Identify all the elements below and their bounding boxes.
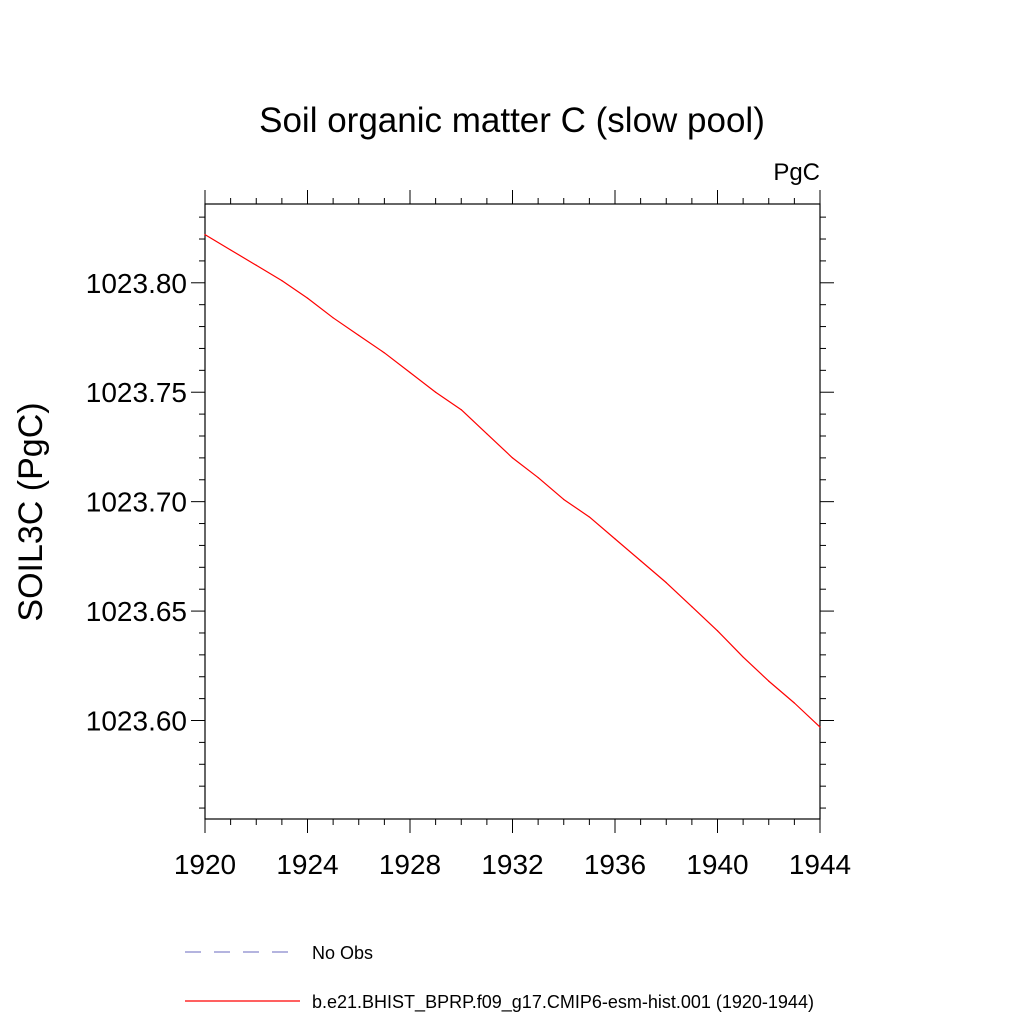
units-label: PgC bbox=[773, 159, 820, 186]
x-tick-label: 1920 bbox=[174, 849, 236, 880]
data-point bbox=[640, 560, 642, 562]
y-tick-label: 1023.70 bbox=[86, 487, 187, 518]
series-group bbox=[204, 234, 821, 728]
data-point bbox=[742, 656, 744, 658]
data-point bbox=[768, 680, 770, 682]
series-line-0 bbox=[204, 234, 821, 728]
data-point bbox=[281, 280, 283, 282]
y-tick-label: 1023.80 bbox=[86, 268, 187, 299]
data-point bbox=[358, 334, 360, 336]
data-point bbox=[511, 457, 514, 459]
data-point bbox=[665, 582, 667, 584]
x-tick-labels: 1920 1924 1928 1932 1936 1940 1944 bbox=[174, 849, 851, 880]
chart-title: Soil organic matter C (slow pool) bbox=[259, 101, 765, 140]
data-point bbox=[204, 234, 206, 236]
legend-label-no-obs: No Obs bbox=[312, 943, 373, 963]
data-point bbox=[332, 317, 334, 319]
data-point bbox=[819, 726, 821, 728]
plot-frame bbox=[204, 203, 821, 820]
data-point bbox=[563, 498, 565, 501]
data-point bbox=[435, 391, 437, 393]
x-tick-label: 1924 bbox=[276, 849, 338, 880]
y-tick-label: 1023.75 bbox=[86, 377, 187, 408]
data-point bbox=[383, 352, 385, 354]
x-tick-label: 1928 bbox=[379, 849, 441, 880]
data-point bbox=[486, 433, 488, 435]
legend: No Obs b.e21.BHIST_BPRP.f09_g17.CMIP6-es… bbox=[185, 943, 814, 1013]
y-tick-label: 1023.65 bbox=[86, 596, 187, 627]
minor-ticks bbox=[199, 198, 826, 825]
y-tick-labels: 1023.60 1023.65 1023.70 1023.75 1023.80 bbox=[86, 268, 187, 737]
data-point bbox=[460, 409, 462, 411]
x-tick-label: 1936 bbox=[584, 849, 646, 880]
y-axis-label: SOIL3C (PgC) bbox=[12, 402, 50, 621]
x-tick-label: 1940 bbox=[686, 849, 748, 880]
data-point bbox=[691, 606, 693, 608]
data-point bbox=[588, 516, 590, 518]
data-point bbox=[230, 249, 232, 251]
major-ticks bbox=[191, 190, 834, 833]
data-point bbox=[306, 297, 309, 299]
data-point bbox=[537, 476, 539, 479]
x-tick-label: 1932 bbox=[481, 849, 543, 880]
data-point bbox=[255, 264, 257, 266]
y-tick-label: 1023.60 bbox=[86, 706, 187, 737]
legend-label-model-run: b.e21.BHIST_BPRP.f09_g17.CMIP6-esm-hist.… bbox=[312, 992, 814, 1013]
x-tick-label: 1944 bbox=[789, 849, 851, 880]
data-point bbox=[793, 702, 795, 704]
data-point bbox=[409, 371, 411, 374]
data-point bbox=[716, 630, 719, 632]
data-point bbox=[614, 538, 616, 540]
